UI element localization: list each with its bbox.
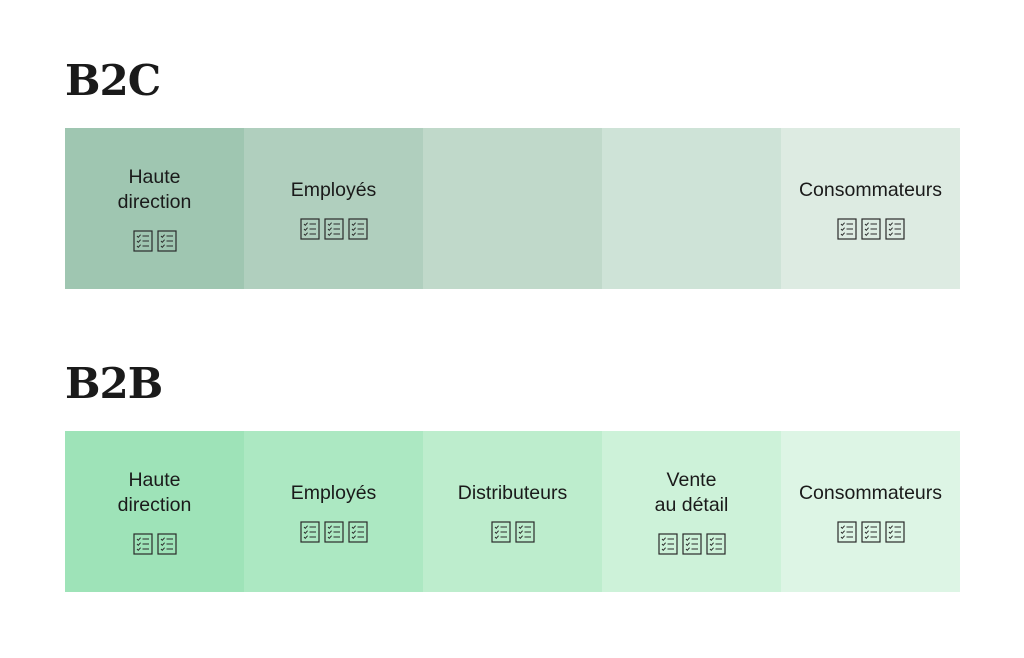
cell-label: Consommateurs	[798, 178, 943, 201]
checklist-document-icon	[156, 230, 177, 252]
icon-group	[657, 533, 726, 555]
b2b-cell-haute-direction: Haute direction	[65, 431, 244, 592]
b2c-cell-consommateurs: Consommateurs	[781, 128, 960, 289]
cell-label: Employés	[290, 178, 377, 201]
b2b-band: Haute direction Employés Distributeurs V…	[65, 431, 960, 592]
checklist-document-icon	[681, 533, 702, 555]
cell-label: Haute direction	[117, 166, 192, 213]
checklist-document-icon	[860, 520, 881, 543]
icon-group	[836, 520, 905, 543]
checklist-document-icon	[514, 520, 535, 543]
checklist-document-icon	[132, 230, 153, 252]
cell-label: Vente au détail	[654, 469, 729, 516]
checklist-document-icon	[860, 217, 881, 240]
checklist-document-icon	[323, 520, 344, 543]
checklist-document-icon	[132, 533, 153, 555]
b2c-cell-empty-3	[423, 128, 602, 289]
b2c-band: Haute direction Employés Consommateurs	[65, 128, 960, 289]
cell-label: Employés	[290, 481, 377, 504]
checklist-document-icon	[299, 217, 320, 240]
checklist-document-icon	[490, 520, 511, 543]
section-title-b2b: B2B	[65, 359, 163, 408]
checklist-document-icon	[347, 520, 368, 543]
b2b-cell-vente-au-detail: Vente au détail	[602, 431, 781, 592]
checklist-document-icon	[156, 533, 177, 555]
b2b-section: B2B Haute direction Employés Distributeu…	[65, 359, 960, 592]
b2c-section: B2C Haute direction Employés Consommateu…	[65, 56, 960, 289]
checklist-document-icon	[836, 520, 857, 543]
b2b-cell-consommateurs: Consommateurs	[781, 431, 960, 592]
b2b-cell-employes: Employés	[244, 431, 423, 592]
icon-group	[836, 217, 905, 240]
checklist-document-icon	[884, 217, 905, 240]
b2b-cell-distributeurs: Distributeurs	[423, 431, 602, 592]
checklist-document-icon	[299, 520, 320, 543]
checklist-document-icon	[323, 217, 344, 240]
checklist-document-icon	[657, 533, 678, 555]
icon-group	[132, 230, 177, 252]
icon-group	[299, 217, 368, 240]
icon-group	[490, 520, 535, 543]
icon-group	[132, 533, 177, 555]
b2c-cell-employes: Employés	[244, 128, 423, 289]
checklist-document-icon	[884, 520, 905, 543]
checklist-document-icon	[347, 217, 368, 240]
b2c-cell-haute-direction: Haute direction	[65, 128, 244, 289]
b2c-cell-empty-4	[602, 128, 781, 289]
checklist-document-icon	[705, 533, 726, 555]
cell-label: Haute direction	[117, 469, 192, 516]
section-title-b2c: B2C	[65, 56, 161, 105]
icon-group	[299, 520, 368, 543]
checklist-document-icon	[836, 217, 857, 240]
cell-label: Distributeurs	[457, 481, 568, 504]
cell-label: Consommateurs	[798, 481, 943, 504]
